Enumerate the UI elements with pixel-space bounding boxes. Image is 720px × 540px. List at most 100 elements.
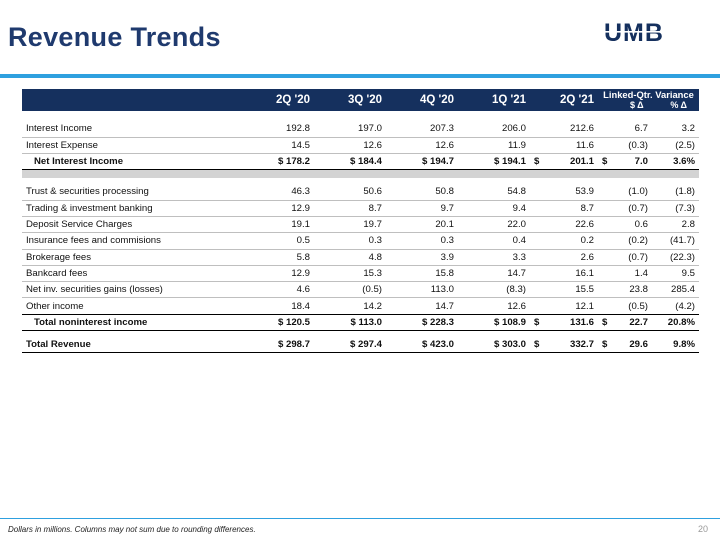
variance-header-title: Linked-Qtr. Variance: [603, 89, 694, 100]
cell-3q20: $ 297.4: [314, 336, 386, 354]
cell-dollar-change: 6.7: [598, 121, 652, 138]
table-row: Interest Expense 14.5 12.6 12.6 11.9 11.…: [22, 137, 699, 155]
row-label: Trust & securities processing: [22, 183, 242, 201]
cell-3q20: 14.2: [363, 300, 382, 312]
cell-2q20: 14.5: [242, 137, 314, 155]
cell-2q21: 2.6: [530, 249, 598, 266]
column-header: 2Q '21: [530, 89, 598, 111]
cell-2q21: 11.6: [530, 137, 598, 155]
cell-1q21: 9.4: [458, 200, 530, 217]
subtotal-row: Total noninterest income $ 120.5 $ 113.0…: [22, 313, 699, 332]
cell-2q20: 5.8: [242, 249, 314, 266]
cell-3q20: 197.0: [314, 121, 386, 138]
variance-header: Linked-Qtr. Variance $ Δ % Δ: [598, 89, 699, 111]
footnote: Dollars in millions. Columns may not sum…: [8, 525, 256, 534]
cell-percent-change: 9.8%: [652, 336, 699, 354]
slide-title: Revenue Trends: [8, 22, 221, 52]
cell-percent-change: (2.5): [652, 137, 699, 155]
row-label: Interest Income: [22, 121, 242, 138]
column-header: 3Q '20: [314, 89, 386, 111]
cell-3q20: $ 184.4: [314, 153, 386, 171]
cell-2q21: 12.1: [575, 300, 594, 312]
cell-2q20: 46.3: [242, 183, 314, 201]
cell-1q21: (8.3): [458, 281, 530, 299]
table-row: Other income 18.4 14.2 14.7 12.6 12.1 (0…: [22, 298, 699, 314]
row-label: Insurance fees and commisions: [22, 232, 242, 250]
cell-dollar-change: (0.5): [628, 300, 648, 312]
header-label-cell: [22, 89, 242, 111]
cell-4q20: 15.8: [386, 265, 458, 283]
subtotal-row: Net Interest Income $ 178.2 $ 184.4 $ 19…: [22, 153, 699, 171]
cell-2q21: 8.7: [530, 200, 598, 217]
table-row: Trust & securities processing 46.3 50.6 …: [22, 183, 699, 201]
row-label: Interest Expense: [22, 137, 242, 155]
row-label: Net inv. securities gains (losses): [22, 281, 242, 299]
column-header: 4Q '20: [386, 89, 458, 111]
umb-logo: UMB: [604, 20, 698, 44]
cell-3q20: 4.8: [314, 249, 386, 266]
cell-2q21: 53.9: [530, 183, 598, 201]
cell-2q20: 19.1: [242, 216, 314, 234]
cell-2q20: 12.9: [242, 200, 314, 217]
table-row: Brokerage fees 5.8 4.8 3.9 3.3 2.6 (0.7)…: [22, 249, 699, 266]
row-label: Bankcard fees: [22, 265, 242, 283]
cell-1q21: 12.6: [507, 300, 526, 312]
row-label: Brokerage fees: [22, 249, 242, 266]
currency-symbol: $: [530, 153, 544, 171]
cell-dollar-change: 1.4: [598, 265, 652, 283]
cell-2q20: $ 178.2: [242, 153, 314, 171]
cell-percent-change: 3.2: [652, 121, 699, 138]
cell-percent-change: 2.8: [652, 216, 699, 234]
cell-percent-change: (7.3): [652, 200, 699, 217]
cell-2q21: 332.7: [544, 336, 598, 354]
row-label: Trading & investment banking: [22, 200, 242, 217]
cell-2q20: 18.4: [291, 300, 310, 312]
table-row: Trading & investment banking 12.9 8.7 9.…: [22, 200, 699, 217]
column-header: 2Q '20: [242, 89, 314, 111]
cell-2q20: 192.8: [242, 121, 314, 138]
cell-1q21: 22.0: [458, 216, 530, 234]
row-label: Deposit Service Charges: [22, 216, 242, 234]
cell-dollar-change: 7.0: [612, 153, 652, 171]
cell-2q20: $ 298.7: [242, 336, 314, 354]
table-header-row: 2Q '20 3Q '20 4Q '20 1Q '21 2Q '21 Linke…: [22, 89, 699, 111]
table-row: Deposit Service Charges 19.1 19.7 20.1 2…: [22, 216, 699, 234]
cell-1q21: $ 194.1: [458, 153, 530, 171]
cell-4q20: 20.1: [386, 216, 458, 234]
cell-dollar-change: 23.8: [598, 281, 652, 299]
cell-percent-change: (4.2): [675, 300, 695, 312]
cell-2q21: 201.1: [544, 153, 598, 171]
cell-2q21: 15.5: [530, 281, 598, 299]
cell-4q20: 50.8: [386, 183, 458, 201]
cell-4q20: $ 194.7: [386, 153, 458, 171]
cell-dollar-change: 0.6: [598, 216, 652, 234]
cell-2q21: 212.6: [530, 121, 598, 138]
cell-4q20: 9.7: [386, 200, 458, 217]
cell-1q21: $ 303.0: [458, 336, 530, 354]
variance-dollar-header: $ Δ: [630, 100, 644, 110]
cell-2q21: 22.6: [530, 216, 598, 234]
cell-3q20: 8.7: [314, 200, 386, 217]
cell-4q20: 14.7: [435, 300, 454, 312]
cell-2q20: 4.6: [242, 281, 314, 299]
cell-percent-change: 3.6%: [652, 153, 699, 171]
cell-dollar-change: 29.6: [612, 336, 652, 354]
cell-2q20: 12.9: [242, 265, 314, 283]
total-row: Total Revenue $ 298.7 $ 297.4 $ 423.0 $ …: [22, 336, 699, 354]
cell-4q20: 0.3: [386, 232, 458, 250]
table-row: Bankcard fees 12.9 15.3 15.8 14.7 16.1 1…: [22, 265, 699, 283]
cell-4q20: 113.0: [386, 281, 458, 299]
cell-dollar-change: (0.7): [598, 249, 652, 266]
cell-1q21: $ 108.9: [458, 313, 530, 332]
cell-3q20: 50.6: [314, 183, 386, 201]
cell-dollar-change: (0.7): [598, 200, 652, 217]
cell-2q21: 131.6: [544, 313, 598, 332]
cell-2q21: 0.2: [530, 232, 598, 250]
cell-1q21: 0.4: [458, 232, 530, 250]
currency-symbol: $: [530, 336, 544, 354]
currency-symbol: $: [598, 336, 612, 354]
cell-percent-change: (41.7): [652, 232, 699, 250]
cell-percent-change: 9.5: [652, 265, 699, 283]
header-accent-rule: [0, 74, 720, 78]
cell-2q20: 0.5: [242, 232, 314, 250]
